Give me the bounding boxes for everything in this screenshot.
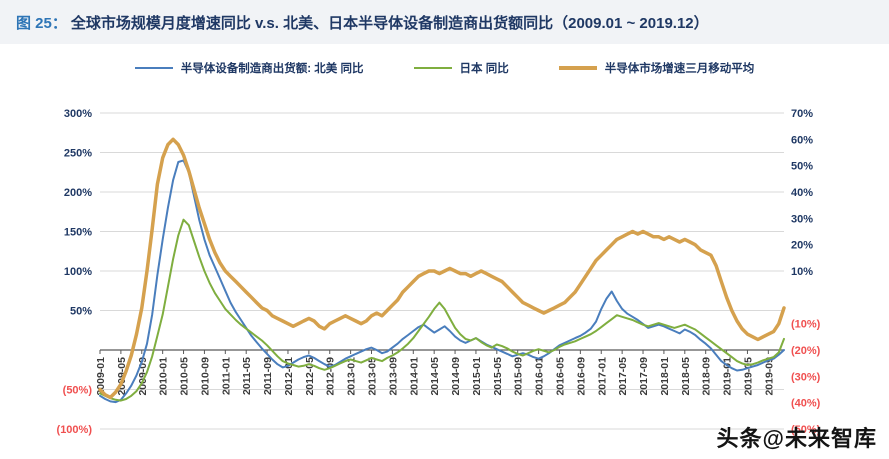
x-axis-tick-label: 2011-09 (262, 357, 274, 395)
legend-item-market-3mma: 半导体市场增速三月移动平均 (558, 60, 755, 76)
left-axis-tick-label: (100%) (57, 424, 93, 436)
left-axis-tick-label: 100% (64, 266, 92, 278)
right-axis-tick-label: (30%) (791, 371, 821, 383)
figure-number: 图 25： (16, 14, 67, 32)
x-axis-tick-label: 2012-05 (304, 357, 316, 396)
left-axis-tick-label: 300% (64, 108, 92, 120)
left-axis-tick-label: (50%) (63, 385, 93, 397)
x-axis-tick-label: 2017-05 (617, 357, 629, 396)
right-axis-tick-label: (40%) (791, 398, 821, 410)
right-axis-tick-label: 70% (791, 108, 813, 120)
x-axis-tick-label: 2010-05 (179, 357, 191, 396)
right-axis-tick-label: 10% (791, 266, 813, 278)
market-3mma-line-swatch (558, 66, 597, 70)
legend-item-japan: 日本 同比 (413, 60, 509, 76)
right-axis-tick-label: 60% (791, 134, 813, 146)
left-axis-tick-label: 150% (64, 227, 92, 239)
x-axis-tick-label: 2017-01 (596, 357, 608, 396)
north-america-line-swatch (134, 66, 173, 70)
right-axis-tick-label: 50% (791, 161, 813, 173)
left-axis-tick-label: 50% (70, 306, 92, 318)
x-axis-tick-label: 2011-01 (220, 357, 232, 395)
x-axis-tick-label: 2018-09 (701, 357, 713, 396)
x-axis-tick-label: 2018-05 (680, 357, 692, 396)
series-line-north-america (99, 159, 785, 404)
series-line-market-3mma (98, 137, 786, 400)
figure-title-bar: 图 25： 全球市场规模月度增速同比 v.s. 北美、日本半导体设备制造商出货额… (0, 0, 889, 44)
legend-item-north-america: 半导体设备制造商出货额: 北美 同比 (134, 60, 364, 76)
right-axis-tick-label: (50%) (791, 424, 821, 436)
x-axis-tick-label: 2013-09 (387, 357, 399, 396)
x-axis-tick-label: 2016-09 (575, 357, 587, 396)
x-axis-tick-label: 2012-09 (325, 357, 337, 396)
x-axis-tick-label: 2013-01 (346, 357, 358, 396)
x-axis-tick-label: 2010-09 (199, 357, 211, 396)
x-axis-tick-label: 2014-09 (450, 357, 462, 396)
x-axis-tick-label: 2016-01 (534, 357, 546, 396)
x-axis-tick-label: 2015-01 (471, 357, 483, 396)
japan-line-swatch (413, 66, 452, 70)
x-axis-tick-label: 2013-05 (367, 357, 379, 396)
x-axis-tick-label: 2010-01 (158, 357, 170, 396)
x-axis-tick-label: 2018-01 (659, 357, 671, 396)
left-axis-tick-label: 250% (64, 148, 92, 160)
x-axis-tick-label: 2016-05 (554, 357, 566, 396)
right-axis-tick-label: (10%) (791, 319, 821, 331)
x-axis-tick-label: 2015-05 (492, 357, 504, 396)
legend-label-market-3mma: 半导体市场增速三月移动平均 (604, 63, 755, 75)
left-axis-tick-label: 200% (64, 187, 92, 199)
x-axis-tick-label: 2017-09 (638, 357, 650, 396)
x-axis-tick-label: 2014-01 (408, 357, 420, 396)
right-axis-tick-label: 20% (791, 240, 813, 252)
legend-label-north-america: 半导体设备制造商出货额: 北美 同比 (180, 63, 364, 75)
x-axis-tick-label: 2014-05 (429, 357, 441, 396)
legend-label-japan: 日本 同比 (459, 63, 509, 75)
watermark: 头条@未来智库 (716, 426, 877, 451)
right-axis-tick-label: (20%) (791, 345, 821, 357)
right-axis-tick-label: 40% (791, 187, 813, 199)
x-axis-tick-label: 2019-09 (763, 357, 775, 396)
chart-legend: 半导体设备制造商出货额: 北美 同比 日本 同比 半导体市场增速三月移动平均 (0, 60, 889, 76)
figure-title: 全球市场规模月度增速同比 v.s. 北美、日本半导体设备制造商出货额同比（200… (70, 14, 709, 32)
right-axis-tick-label: 30% (791, 213, 813, 225)
x-axis-tick-label: 2019-05 (742, 357, 754, 396)
x-axis-tick-label: 2015-09 (513, 357, 525, 396)
x-axis-tick-label: 2011-05 (241, 357, 253, 395)
x-axis-tick-label: 2009-01 (95, 357, 107, 396)
series-line-japan (99, 218, 785, 402)
